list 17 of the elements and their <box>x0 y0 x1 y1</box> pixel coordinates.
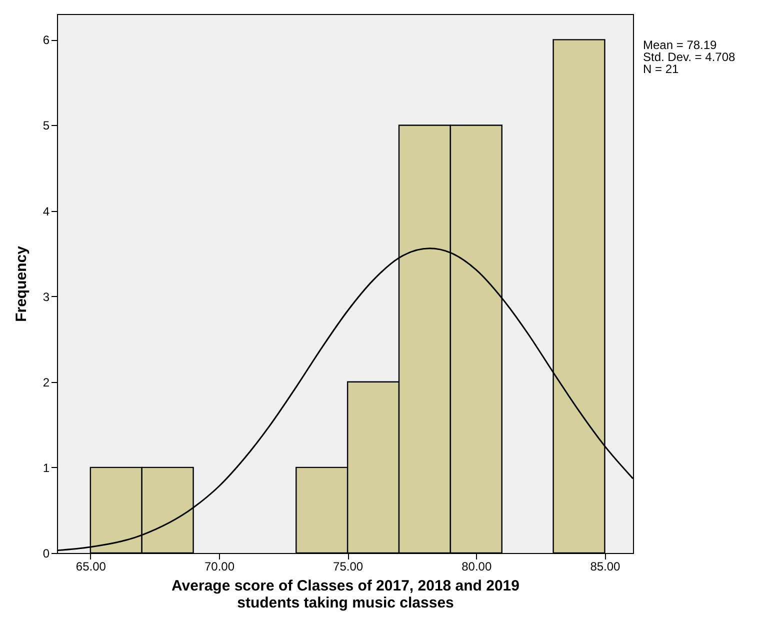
x-axis-title: Average score of Classes of 2017, 2018 and 2019 students taking music classes <box>172 578 520 612</box>
y-tick-label: 4 <box>42 204 50 218</box>
x-tick-label: 85.00 <box>590 560 621 574</box>
x-tick-label: 70.00 <box>204 560 235 574</box>
y-axis-title: Frequency <box>12 245 30 322</box>
x-tick-label: 65.00 <box>76 560 106 574</box>
y-tick-label: 5 <box>42 118 50 133</box>
x-tick-label: 75.00 <box>333 560 364 574</box>
y-tick-label: 2 <box>42 375 50 390</box>
y-tick-label: 1 <box>42 460 50 475</box>
y-tick-label: 0 <box>42 546 50 560</box>
y-tick-label: 6 <box>42 33 50 48</box>
x-tick-label: 80.00 <box>462 560 492 574</box>
text: N = 21 <box>643 62 680 76</box>
text: Mean = 78.19 <box>643 38 718 52</box>
y-tick-label: 3 <box>42 290 50 304</box>
text: Std. Dev. = 4.708 <box>643 50 736 64</box>
